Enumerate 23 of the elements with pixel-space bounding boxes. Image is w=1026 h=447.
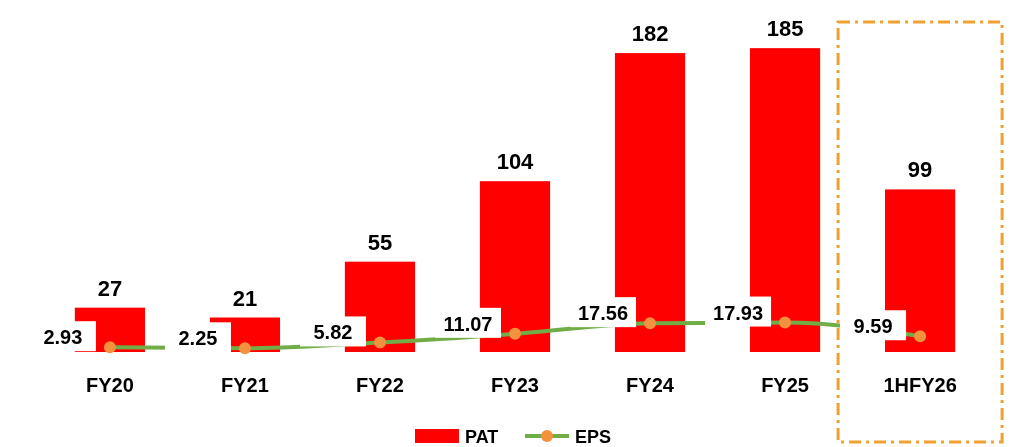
x-tick-label: FY23 bbox=[491, 374, 539, 396]
x-tick-label: 1HFY26 bbox=[883, 374, 957, 396]
x-tick-label: FY20 bbox=[86, 374, 134, 396]
data-label: 104 bbox=[496, 149, 535, 175]
x-tick-label: FY24 bbox=[626, 374, 675, 396]
data-label: 55 bbox=[367, 229, 393, 255]
data-label: 27 bbox=[97, 275, 123, 301]
data-label: 21 bbox=[232, 285, 258, 311]
x-tick-label: FY22 bbox=[356, 374, 404, 396]
data-label: 17.93 bbox=[713, 301, 764, 324]
legend-label: PAT bbox=[465, 427, 499, 447]
data-label: 9.59 bbox=[853, 315, 893, 338]
legend-label: EPS bbox=[575, 427, 612, 447]
data-label: 2.93 bbox=[43, 326, 83, 349]
data-label: 11.07 bbox=[443, 312, 493, 335]
data-label: 185 bbox=[766, 16, 804, 42]
data-label: 17.56 bbox=[578, 302, 629, 325]
data-label: 182 bbox=[631, 21, 669, 47]
x-tick-label: FY21 bbox=[221, 374, 269, 396]
x-tick-label: FY25 bbox=[761, 374, 809, 396]
data-label: 2.25 bbox=[178, 327, 218, 350]
data-label: 99 bbox=[907, 157, 933, 183]
data-label: 5.82 bbox=[313, 321, 353, 344]
